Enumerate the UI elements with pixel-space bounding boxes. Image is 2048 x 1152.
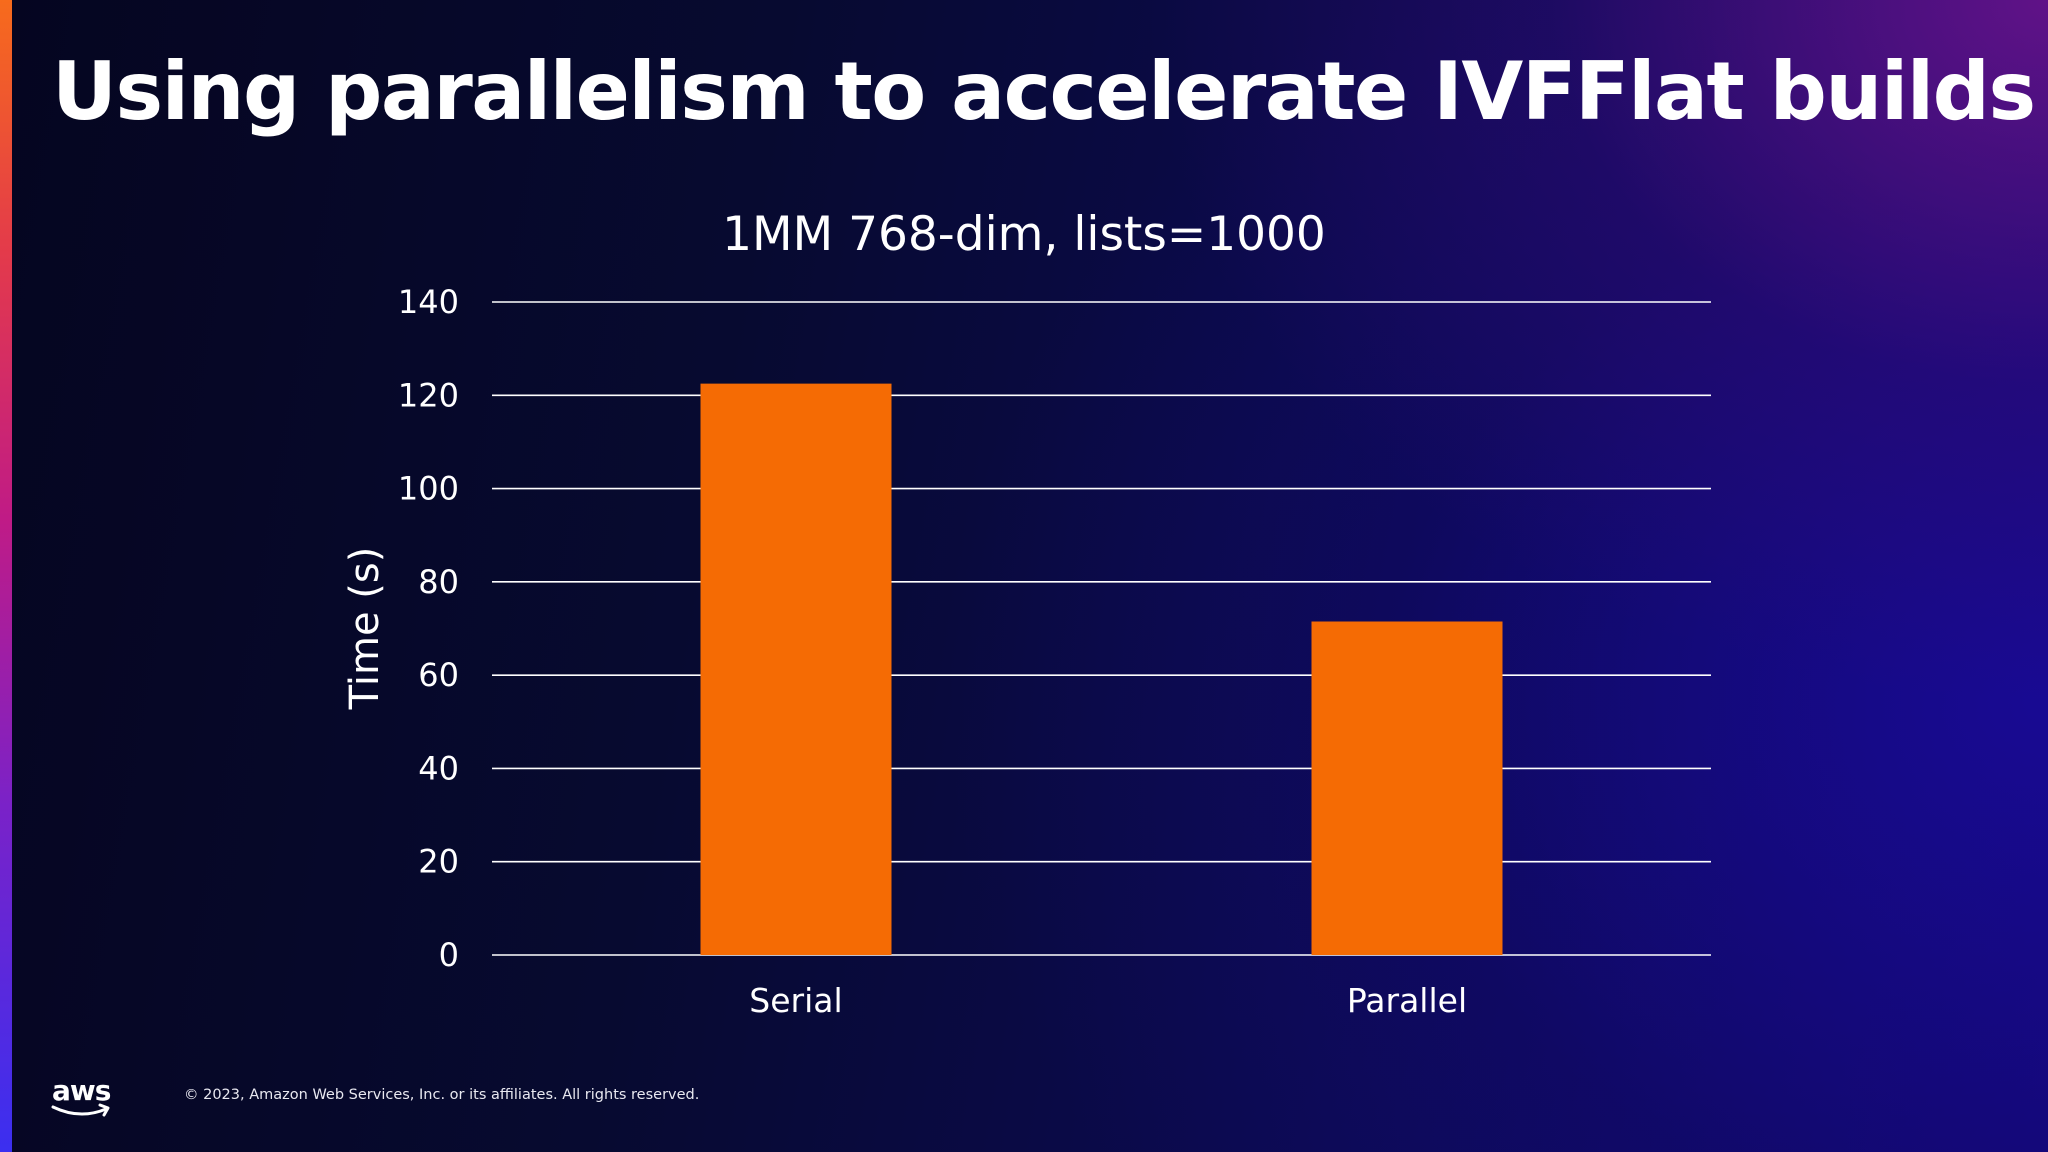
y-tick-label: 80 xyxy=(418,563,459,601)
gridlines xyxy=(492,301,1711,956)
y-tick-labels: 0 20 40 60 80 100 120 140 xyxy=(398,283,459,974)
chart-title: 1MM 768-dim, lists=1000 xyxy=(722,207,1326,262)
bar-parallel xyxy=(1311,621,1503,955)
aws-logo: aws xyxy=(51,1076,112,1117)
slide-title: Using parallelism to accelerate IVFFlat … xyxy=(52,45,2036,138)
x-category-labels: Serial Parallel xyxy=(749,981,1467,1020)
accent-bar xyxy=(0,0,12,1152)
aws-logo-text: aws xyxy=(52,1076,111,1107)
y-tick-label: 40 xyxy=(418,749,459,787)
y-axis-title: Time (s) xyxy=(342,547,388,711)
y-tick-label: 20 xyxy=(418,843,459,881)
y-tick-label: 120 xyxy=(398,376,459,414)
y-tick-label: 140 xyxy=(398,283,459,321)
y-tick-label: 100 xyxy=(398,470,459,508)
bar-serial xyxy=(700,383,892,955)
y-tick-label: 0 xyxy=(439,936,459,974)
aws-arrow-icon xyxy=(98,1103,110,1117)
y-tick-label: 60 xyxy=(418,656,459,694)
x-category-label: Parallel xyxy=(1347,981,1467,1020)
aws-smile-icon xyxy=(51,1105,108,1116)
bars xyxy=(700,383,1503,955)
copyright-notice: © 2023, Amazon Web Services, Inc. or its… xyxy=(184,1087,700,1103)
x-category-label: Serial xyxy=(749,981,842,1020)
